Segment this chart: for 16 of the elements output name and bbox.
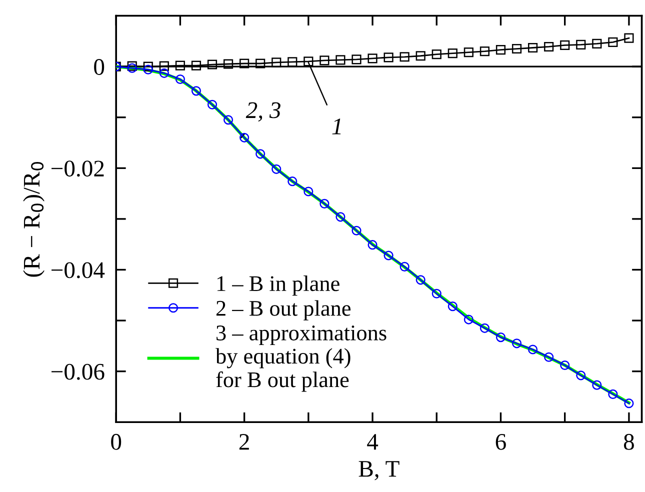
- y-axis-title: (R − R$_{0}$)/R$_{0}$: [23, 162, 44, 277]
- legend-label: 2 – B out plane: [216, 300, 351, 320]
- annotation: 1: [332, 118, 341, 134]
- x-tick-label: 4: [367, 434, 378, 450]
- annotation: 2, 3: [246, 102, 280, 122]
- y-tick-label: −0.02: [52, 160, 104, 177]
- x-tick-label: 8: [624, 434, 634, 450]
- y-tick-label: 0: [94, 59, 104, 75]
- x-tick-label: 0: [111, 434, 122, 450]
- legend-label: 3 – approximations by equation (4) for B out plane: [216, 326, 386, 392]
- x-tick-label: 6: [496, 434, 506, 450]
- y-tick-label: −0.06: [52, 364, 104, 380]
- x-tick-label: 2: [239, 434, 249, 450]
- legend-label: 1 – B in plane: [217, 275, 340, 296]
- y-tick-label: −0.04: [52, 262, 105, 278]
- x-axis-title: B, T: [358, 461, 400, 480]
